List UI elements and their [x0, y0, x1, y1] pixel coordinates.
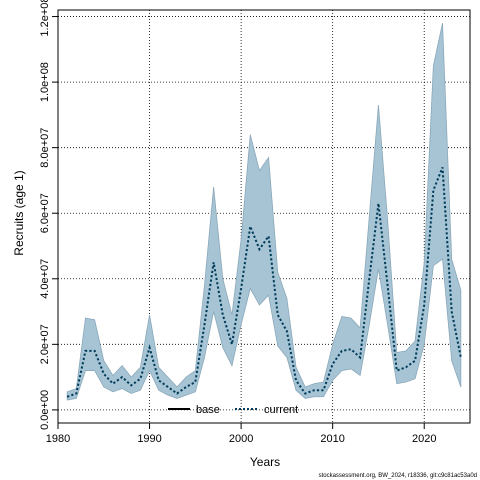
- plot-frame: [57, 9, 471, 424]
- x-tick-label: 2010: [320, 433, 344, 445]
- y-tick-label: 2.0e+07: [39, 324, 51, 364]
- y-tick-label: 1.2e+08: [39, 0, 51, 37]
- legend-base-label: base: [196, 404, 220, 416]
- x-tick-label: 2000: [229, 433, 253, 445]
- x-tick-label: 1980: [46, 433, 70, 445]
- y-tick-label: 1.0e+08: [39, 62, 51, 102]
- series-lines: [66, 166, 462, 398]
- x-axis: 1980 1990 2000 2010 2020: [46, 423, 436, 445]
- x-tick-label: 1990: [137, 433, 161, 445]
- legend: base current: [168, 404, 298, 416]
- series-line-current: [66, 166, 462, 398]
- y-axis: 0.0e+00 2.0e+07 4.0e+07 6.0e+07 8.0e+07 1.0e+…: [39, 0, 58, 430]
- y-tick-label: 0.0e+00: [39, 390, 51, 430]
- x-tick-label: 2020: [412, 433, 436, 445]
- confidence-band-layer: [66, 23, 462, 401]
- legend-current-label: current: [264, 404, 298, 416]
- y-tick-label: 4.0e+07: [39, 259, 51, 299]
- y-axis-title: Recruits (age 1): [12, 170, 26, 255]
- y-tick-label: 8.0e+07: [39, 128, 51, 168]
- y-tick-label: 6.0e+07: [39, 193, 51, 233]
- x-axis-title: Years: [250, 455, 280, 469]
- confidence-band: [66, 23, 462, 401]
- footer-credit: stockassessment.org, BW_2024, r18336, gi…: [319, 473, 477, 479]
